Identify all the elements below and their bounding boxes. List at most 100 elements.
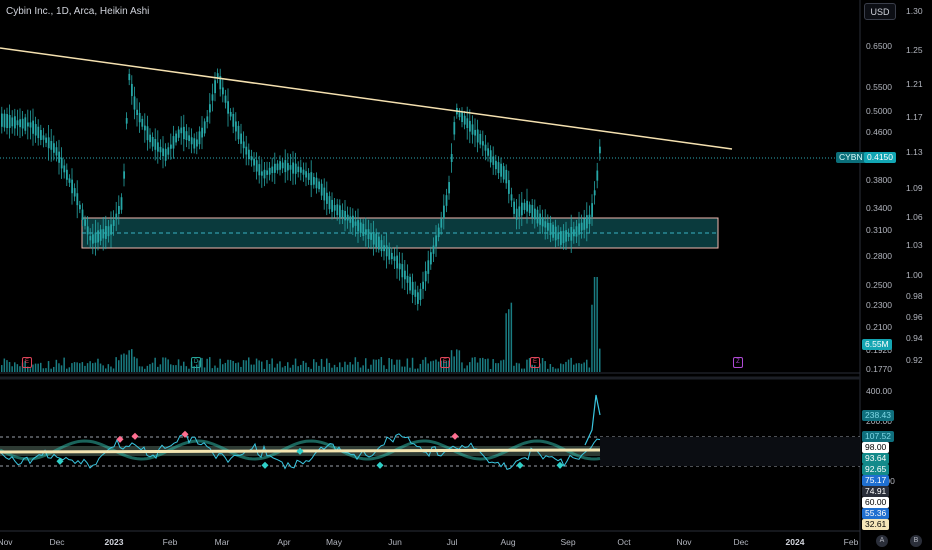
candle-body [541, 217, 544, 227]
volume-bar [544, 361, 546, 372]
candle-body [118, 205, 120, 215]
candle-body [196, 139, 198, 147]
ratio-axis-label: 1.13 [906, 147, 923, 157]
volume-bar [42, 368, 45, 372]
event-marker-icon[interactable]: E [22, 357, 32, 368]
volume-bar [466, 365, 468, 372]
time-axis-label: Feb [162, 537, 178, 547]
indicator-value-tag: 60.00 [862, 497, 890, 508]
volume-bar [417, 368, 419, 372]
volume-bar [154, 357, 156, 372]
volume-bar [47, 361, 50, 372]
volume-bar [1, 365, 3, 372]
candle-body [289, 165, 292, 170]
ratio-axis-label: 0.98 [906, 291, 923, 301]
volume-bar [24, 360, 26, 372]
candle-body [531, 204, 534, 218]
volume-bar [107, 364, 110, 372]
volume-bar [188, 368, 190, 372]
volume-bar [219, 358, 221, 372]
signal-marker-icon [56, 457, 64, 465]
volume-bar [359, 367, 362, 372]
candle-body [45, 137, 47, 143]
candle-body [131, 83, 133, 97]
candle-body [469, 120, 471, 132]
candle-body [323, 187, 326, 201]
volume-bar [391, 359, 393, 372]
volume-bar [151, 362, 154, 372]
volume-bar [211, 368, 214, 372]
volume-bar [505, 313, 507, 372]
event-marker-icon[interactable]: D [191, 357, 201, 368]
candle-body [115, 213, 118, 220]
candle-body [310, 172, 313, 186]
volume-bar [201, 357, 203, 372]
candle-body [263, 169, 266, 179]
candle-body [3, 113, 6, 128]
candle-body [53, 143, 55, 153]
candle-body [385, 245, 388, 257]
auto-scale-button[interactable]: A [876, 535, 888, 547]
ratio-axis-label: 1.30 [906, 6, 923, 16]
time-axis-label: Jun [388, 537, 402, 547]
candle-body [232, 113, 235, 127]
event-marker-icon[interactable]: E [440, 357, 450, 368]
volume-bar [424, 357, 427, 372]
volume-bar [414, 368, 416, 372]
time-axis-label: 2023 [104, 537, 124, 547]
volume-bar [333, 364, 336, 372]
volume-bar [45, 368, 47, 372]
volume-bar [237, 362, 240, 372]
time-axis-label: Dec [49, 537, 65, 547]
trendline[interactable] [0, 47, 733, 150]
time-axis-label: Sep [560, 537, 576, 547]
candle-body [453, 122, 456, 135]
candle-body [513, 201, 515, 214]
candle-body [562, 230, 565, 244]
volume-bar [102, 365, 104, 372]
candle-body [419, 288, 422, 300]
candle-body [151, 136, 154, 147]
candle-body [188, 135, 190, 142]
volume-bar [89, 361, 91, 372]
volume-bar [476, 362, 479, 372]
volume-bar [206, 358, 208, 372]
volume-bar [539, 363, 541, 372]
candle-body [136, 109, 138, 116]
volume-bar [250, 364, 253, 372]
candle-body [565, 230, 567, 242]
volume-bar [11, 366, 13, 372]
event-marker-icon[interactable]: Z [733, 357, 743, 368]
volume-bar [323, 366, 325, 372]
volume-bar [68, 367, 71, 372]
candle-body [409, 276, 411, 291]
volume-bar [440, 360, 442, 372]
candle-body [190, 137, 193, 145]
currency-button[interactable]: USD [864, 3, 896, 20]
volume-bar [73, 362, 76, 372]
volume-bar [279, 361, 281, 372]
candle-body [287, 163, 289, 171]
candle-body [164, 148, 167, 161]
indicator-value-tag: 93.64 [862, 453, 890, 464]
candle-body [281, 162, 284, 169]
log-scale-button[interactable]: B [910, 535, 922, 547]
volume-bar [596, 277, 598, 372]
candle-body [32, 120, 34, 134]
volume-bar [401, 366, 403, 372]
candle-body [89, 236, 92, 241]
volume-bar [575, 363, 578, 372]
event-marker-icon[interactable]: E [530, 357, 540, 368]
candle-body [313, 177, 315, 185]
time-axis-label: Apr [277, 537, 291, 547]
candle-body [497, 162, 500, 174]
ratio-axis-label: 1.21 [906, 79, 923, 89]
candle-body [518, 206, 521, 217]
signal-marker-icon [296, 447, 304, 455]
candle-body [440, 218, 443, 228]
volume-bar [593, 277, 596, 372]
indicator-value-tag: 107.52 [862, 431, 894, 442]
volume-bar [450, 350, 453, 372]
candle-body [141, 118, 144, 127]
